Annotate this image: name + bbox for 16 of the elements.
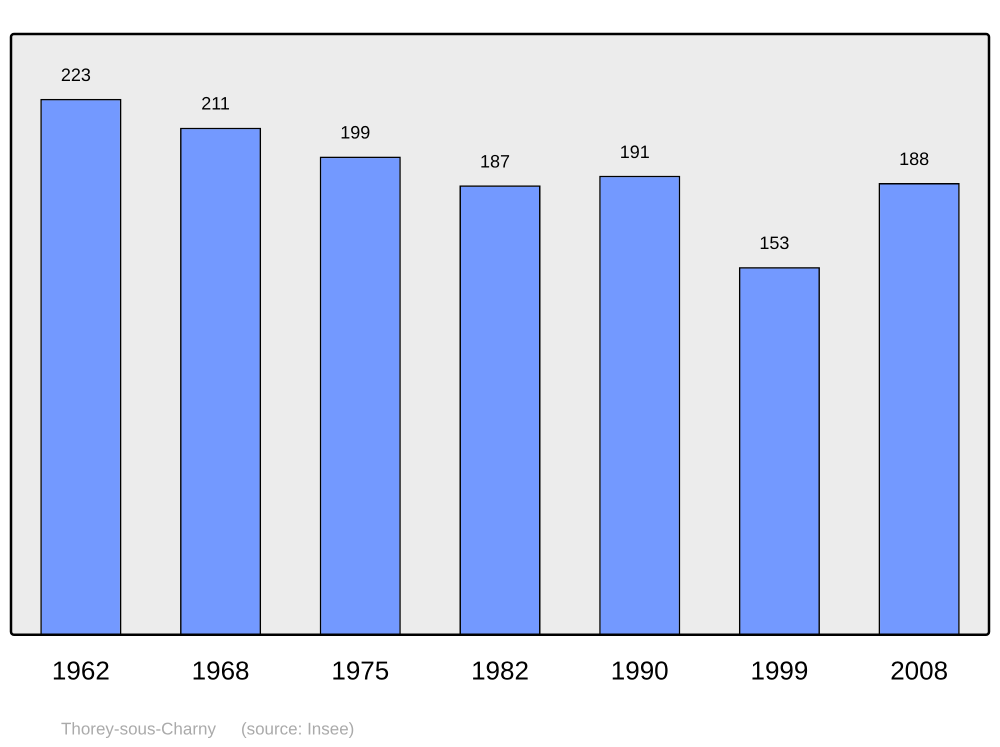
x-tick-label: 1999 [750, 656, 808, 686]
data-label: 153 [759, 233, 790, 254]
x-tick-label: 2008 [890, 656, 948, 686]
text: Thorey-sous-Charny [61, 720, 216, 739]
data-label: 199 [340, 122, 370, 143]
x-tick-label: 1990 [610, 656, 669, 686]
x-tick-label: 1975 [331, 656, 390, 686]
x-tick-label: 1982 [471, 656, 529, 686]
x-tick-label: 1962 [52, 656, 110, 686]
data-label: 187 [480, 151, 510, 172]
text: (source: Insee) [240, 720, 354, 739]
data-label: 223 [60, 64, 91, 85]
data-label: 211 [201, 94, 230, 114]
data-label: 191 [620, 142, 650, 162]
x-tick-label: 1968 [192, 656, 250, 686]
data-label: 188 [899, 148, 930, 169]
